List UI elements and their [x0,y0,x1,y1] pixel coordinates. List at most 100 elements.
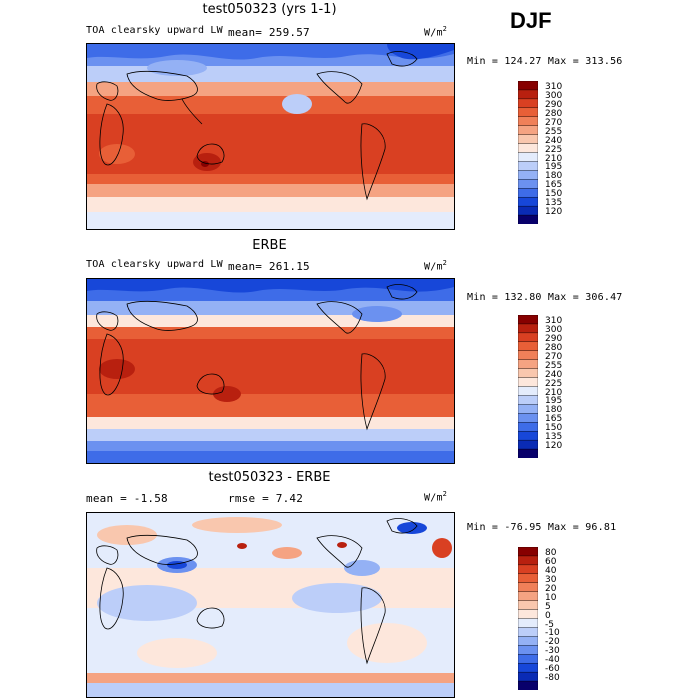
colorbar-swatch [518,395,538,405]
colorbar-swatch [518,609,538,620]
colorbar-swatch [518,671,538,682]
panel3-mean-label: mean = -1.58 [86,492,168,505]
colorbar-swatch [518,143,538,154]
colorbar-swatch [518,448,538,458]
colorbar-swatch [518,81,538,91]
panel2-mean-label: mean= 261.15 [228,260,310,273]
colorbar-swatch [518,89,538,100]
panel1-map [86,43,455,230]
cb3-tick: 60 [545,556,557,567]
panel3-map [86,512,455,698]
colorbar-swatch [518,573,538,584]
cb1-tick: 270 [545,117,563,128]
colorbar-swatch [518,359,538,370]
colorbar-swatch [518,368,538,379]
cb2-tick: 195 [545,396,563,407]
colorbar-swatch [518,618,538,628]
cb1-tick: 280 [545,108,563,119]
cb3-tick: -20 [545,637,560,648]
panel2-colorbar [518,315,538,458]
colorbar-swatch [518,116,538,127]
colorbar-swatch [518,422,538,432]
colorbar-swatch [518,341,538,352]
cb3-tick: 10 [545,592,557,603]
cb3-tick: 0 [545,610,551,621]
colorbar-swatch [518,662,538,673]
cb3-tick: 20 [545,583,557,594]
cb1-tick: 210 [545,153,563,164]
colorbar-swatch [518,654,538,664]
panel1-minmax-label: Min = 124.27 Max = 313.56 [467,56,623,67]
cb2-tick: 300 [545,324,563,335]
cb3-tick: 5 [545,601,551,612]
colorbar-swatch [518,404,538,414]
panel3-rmse-label: rmse = 7.42 [228,492,304,505]
cb3-tick: -5 [545,619,554,630]
cb3-tick: -60 [545,664,560,675]
colorbar-swatch [518,214,538,224]
colorbar-swatch [518,125,538,136]
panel1-colorbar [518,81,538,224]
colorbar-swatch [518,413,538,423]
panel2-unit-label: W/m2 [424,259,448,273]
colorbar-swatch [518,98,538,109]
cb1-tick: 290 [545,99,563,110]
cb2-tick: 225 [545,378,563,389]
colorbar-swatch [518,196,538,207]
cb2-tick: 270 [545,351,563,362]
colorbar-swatch [518,332,538,343]
colorbar-swatch [518,430,538,441]
cb1-tick: 180 [545,171,563,182]
panel2-minmax-label: Min = 132.80 Max = 306.47 [467,292,623,303]
colorbar-swatch [518,555,538,566]
panel3-colorbar [518,547,538,690]
cb2-tick: 210 [545,387,563,398]
cb3-tick: -40 [545,655,560,666]
colorbar-swatch [518,627,538,637]
colorbar-swatch [518,179,538,189]
cb1-tick: 150 [545,189,563,200]
panel1-mean-label: mean= 259.57 [228,26,310,39]
panel3-title: test050323 - ERBE [208,470,331,485]
colorbar-swatch [518,377,538,388]
panel3-unit-label: W/m2 [424,490,448,504]
colorbar-swatch [518,152,538,162]
colorbar-swatch [518,600,538,611]
cb1-tick: 135 [545,198,563,209]
panel1-colorbar-labels: 310 300 290 280 270 255 240 225 210 195 … [545,83,562,217]
cb3-tick: 30 [545,574,557,585]
cb1-tick: 165 [545,180,563,191]
panel3-colorbar-labels: 80 60 40 30 20 10 5 0 -5 -10 -20 -30 -40… [545,549,560,683]
cb1-tick: 310 [545,82,563,92]
panel1-title: test050323 (yrs 1-1) [202,2,337,17]
colorbar-swatch [518,582,538,593]
cb1-tick: 300 [545,90,563,101]
colorbar-swatch [518,161,538,171]
colorbar-swatch [518,547,538,557]
panel2-field-label: TOA clearsky upward LW [86,259,223,270]
cb3-tick: 80 [545,548,557,558]
cb2-tick: 240 [545,369,563,380]
cb1-tick: 120 [545,207,563,218]
colorbar-swatch [518,323,538,334]
cb1-tick: 255 [545,126,563,137]
colorbar-swatch [518,350,538,361]
colorbar-swatch [518,107,538,118]
colorbar-swatch [518,170,538,180]
cb3-tick: 40 [545,565,557,576]
cb3-tick: -80 [545,673,560,684]
cb2-tick: 150 [545,423,563,434]
cb2-tick: 180 [545,405,563,416]
cb2-tick: 310 [545,316,563,326]
cb2-tick: 280 [545,342,563,353]
colorbar-swatch [518,680,538,690]
panel3-minmax-label: Min = -76.95 Max = 96.81 [467,522,617,533]
colorbar-swatch [518,645,538,655]
panel1-unit-label: W/m2 [424,25,448,39]
colorbar-swatch [518,188,538,198]
cb1-tick: 240 [545,135,563,146]
cb2-tick: 255 [545,360,563,371]
panel2-map [86,278,455,464]
colorbar-swatch [518,315,538,325]
colorbar-swatch [518,386,538,396]
